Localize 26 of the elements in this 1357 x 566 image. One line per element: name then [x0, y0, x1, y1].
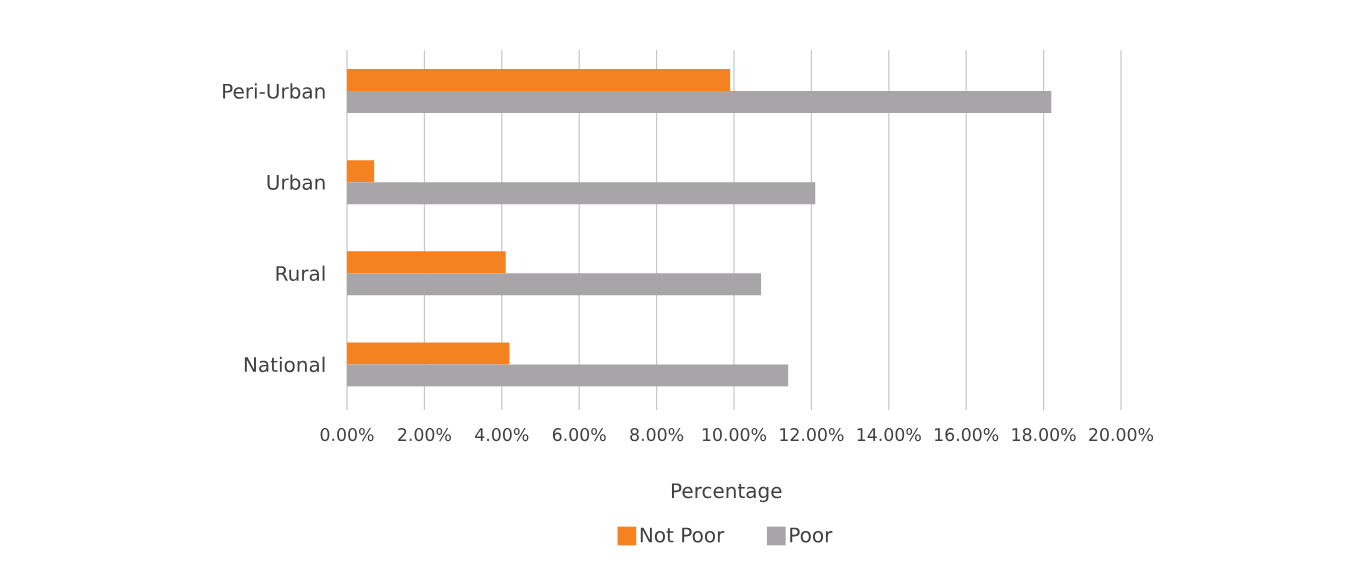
x-tick-label: 18.00%: [1012, 428, 1076, 442]
x-tick-label: 12.00%: [780, 428, 844, 442]
bar: [347, 182, 816, 205]
x-tick-label: 2.00%: [398, 428, 451, 442]
bar: [347, 69, 731, 91]
x-tick-label: 20.00%: [1089, 428, 1154, 442]
y-tick-label: National: [244, 356, 325, 373]
y-tick-label: Rural: [276, 265, 325, 282]
bar: [347, 342, 510, 365]
x-tick-label: 8.00%: [630, 428, 684, 442]
y-tick-label: Urban: [267, 174, 325, 190]
bar: [347, 160, 375, 183]
x-tick-label: 14.00%: [857, 428, 921, 442]
bar: [347, 364, 789, 387]
x-tick-label: 4.00%: [475, 428, 529, 442]
legend-label: Poor: [790, 527, 833, 543]
x-axis-title: Percentage: [671, 483, 782, 503]
legend-label: Not Poor: [640, 527, 725, 543]
bar: [347, 91, 1052, 113]
bar: [347, 251, 506, 274]
bar: [347, 273, 762, 296]
x-tick-label: 16.00%: [935, 428, 999, 442]
x-tick-label: 10.00%: [702, 428, 767, 442]
x-tick-label: 6.00%: [552, 428, 606, 442]
y-tick-label: Peri-Urban: [223, 83, 325, 99]
x-tick-label: 0.00%: [320, 428, 374, 442]
